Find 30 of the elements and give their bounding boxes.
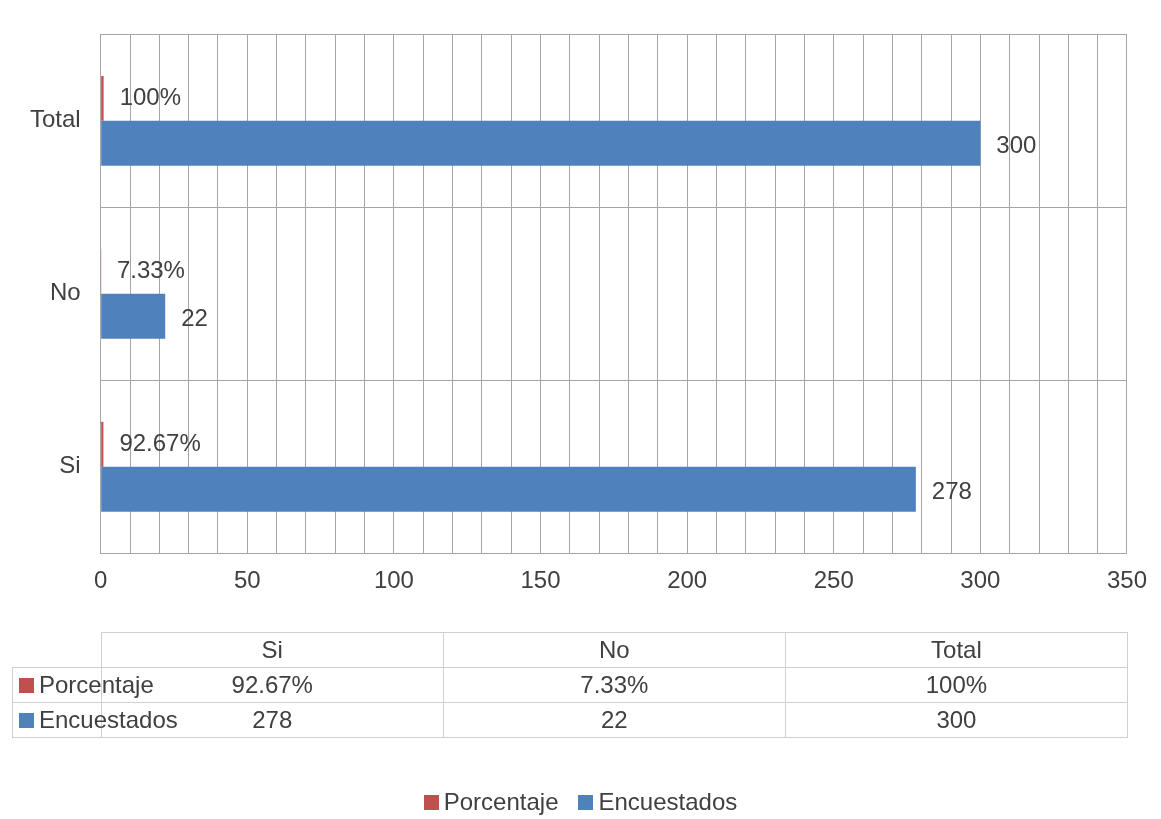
data-label: 7.33% <box>116 255 185 283</box>
data-label: 278 <box>931 476 972 504</box>
y-tick-label: No <box>50 278 81 306</box>
text: 278 <box>252 706 293 733</box>
text: Porcentaje <box>443 788 559 815</box>
x-tick-label: 50 <box>233 566 261 594</box>
x-tick-label: 250 <box>813 566 854 594</box>
x-tick-label: 350 <box>1106 566 1147 594</box>
text: Encuestados <box>598 788 738 815</box>
y-tick-label: Total <box>29 105 81 133</box>
text: 300 <box>936 706 977 733</box>
x-tick-label: 100 <box>373 566 414 594</box>
x-tick-label: 300 <box>960 566 1001 594</box>
y-tick-label: Si <box>59 451 81 479</box>
text: 100% <box>925 671 988 698</box>
text: 92.67% <box>231 671 313 698</box>
data-label: 22 <box>181 303 208 331</box>
text: 22 <box>600 706 628 733</box>
text: 7.33% <box>580 671 649 698</box>
x-tick-label: 150 <box>520 566 561 594</box>
data-label: 92.67% <box>119 428 201 456</box>
data-label: 300 <box>996 130 1037 158</box>
category-label: No <box>598 636 630 663</box>
category-label: Si <box>261 636 283 663</box>
legend-label: Encuestados <box>38 705 178 735</box>
category-label: Total <box>931 636 982 663</box>
data-label: 100% <box>119 83 182 111</box>
x-tick-label: 200 <box>667 566 708 594</box>
x-tick-label: 0 <box>94 566 108 594</box>
legend-label: Porcentaje <box>38 670 154 700</box>
